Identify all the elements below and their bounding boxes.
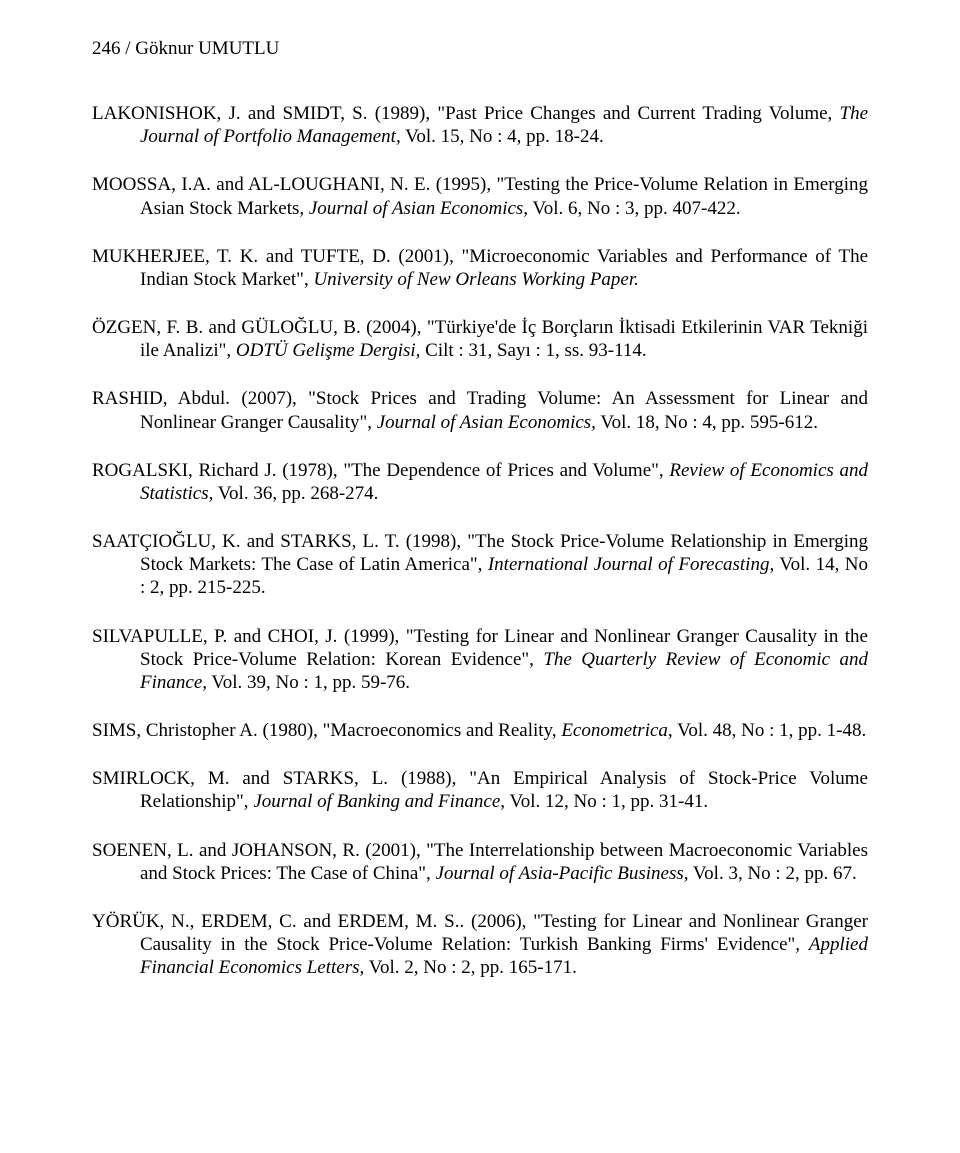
reference-text-post: Vol. 18, No : 4, pp. 595-612. xyxy=(596,412,818,433)
reference-italic: International Journal of Forecasting, xyxy=(488,554,774,575)
reference-text-post: Vol. 2, No : 2, pp. 165-171. xyxy=(364,957,577,978)
reference-item: ÖZGEN, F. B. and GÜLOĞLU, B. (2004), "Tü… xyxy=(92,316,868,362)
reference-italic: Journal of Banking and Finance, xyxy=(253,791,505,812)
reference-text-pre: YÖRÜK, N., ERDEM, C. and ERDEM, M. S.. (… xyxy=(92,911,868,955)
reference-item: LAKONISHOK, J. and SMIDT, S. (1989), "Pa… xyxy=(92,102,868,148)
reference-italic: Econometrica, xyxy=(561,720,672,741)
reference-text-post: Vol. 6, No : 3, pp. 407-422. xyxy=(528,198,741,219)
reference-text-post: Vol. 15, No : 4, pp. 18-24. xyxy=(401,126,604,147)
reference-text-pre: ROGALSKI, Richard J. (1978), "The Depend… xyxy=(92,460,669,481)
reference-text-post: Vol. 36, pp. 268-274. xyxy=(213,483,378,504)
reference-item: RASHID, Abdul. (2007), "Stock Prices and… xyxy=(92,387,868,433)
page-header: 246 / Göknur UMUTLU xyxy=(92,38,868,60)
page: 246 / Göknur UMUTLU LAKONISHOK, J. and S… xyxy=(0,0,960,1153)
reference-item: ROGALSKI, Richard J. (1978), "The Depend… xyxy=(92,459,868,505)
reference-italic: ODTÜ Gelişme Dergisi, xyxy=(236,340,421,361)
reference-italic: Journal of Asia-Pacific Business, xyxy=(436,863,689,884)
reference-text-post: Cilt : 31, Sayı : 1, ss. 93-114. xyxy=(420,340,646,361)
reference-text-pre: SIMS, Christopher A. (1980), "Macroecono… xyxy=(92,720,561,741)
reference-italic: Journal of Asian Economics, xyxy=(377,412,596,433)
reference-item: SMIRLOCK, M. and STARKS, L. (1988), "An … xyxy=(92,767,868,813)
reference-item: SILVAPULLE, P. and CHOI, J. (1999), "Tes… xyxy=(92,625,868,695)
references-list: LAKONISHOK, J. and SMIDT, S. (1989), "Pa… xyxy=(92,102,868,979)
reference-text-post: Vol. 39, No : 1, pp. 59-76. xyxy=(207,672,410,693)
reference-item: MUKHERJEE, T. K. and TUFTE, D. (2001), "… xyxy=(92,245,868,291)
reference-text-pre: LAKONISHOK, J. and SMIDT, S. (1989), "Pa… xyxy=(92,103,840,124)
reference-item: MOOSSA, I.A. and AL-LOUGHANI, N. E. (199… xyxy=(92,173,868,219)
reference-text-post: Vol. 48, No : 1, pp. 1-48. xyxy=(673,720,867,741)
reference-item: SAATÇIOĞLU, K. and STARKS, L. T. (1998),… xyxy=(92,530,868,600)
reference-italic: University of New Orleans Working Paper. xyxy=(313,269,638,290)
reference-text-post: Vol. 3, No : 2, pp. 67. xyxy=(689,863,857,884)
reference-italic: Journal of Asian Economics, xyxy=(309,198,528,219)
reference-text-post: Vol. 12, No : 1, pp. 31-41. xyxy=(505,791,708,812)
reference-item: SOENEN, L. and JOHANSON, R. (2001), "The… xyxy=(92,839,868,885)
reference-item: SIMS, Christopher A. (1980), "Macroecono… xyxy=(92,719,868,742)
reference-item: YÖRÜK, N., ERDEM, C. and ERDEM, M. S.. (… xyxy=(92,910,868,980)
